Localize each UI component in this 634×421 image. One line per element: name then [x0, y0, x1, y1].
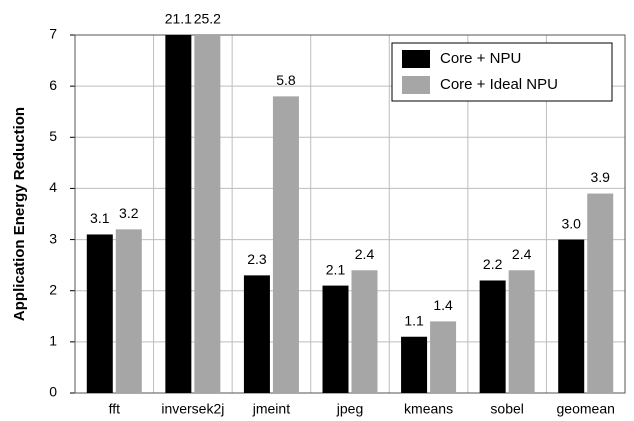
value-label: 2.4 — [512, 246, 532, 262]
bar — [508, 270, 535, 393]
x-tick-label: kmeans — [404, 401, 453, 417]
value-label: 3.9 — [590, 169, 610, 185]
bar — [479, 280, 506, 393]
x-tick-label: jmeint — [252, 401, 290, 417]
value-label: 3.0 — [561, 215, 581, 231]
value-label: 2.2 — [483, 256, 503, 272]
value-label: 2.4 — [355, 246, 375, 262]
y-tick-label: 6 — [49, 77, 57, 93]
value-label: 3.2 — [119, 205, 139, 221]
legend-swatch — [402, 50, 430, 68]
value-label: 5.8 — [276, 72, 296, 88]
bar — [165, 35, 192, 393]
value-label: 2.3 — [247, 251, 267, 267]
x-tick-label: inversek2j — [161, 401, 224, 417]
legend-label: Core + Ideal NPU — [440, 76, 558, 93]
y-tick-label: 3 — [49, 230, 57, 246]
bar — [272, 96, 299, 393]
bar — [86, 234, 113, 393]
y-tick-label: 0 — [49, 384, 57, 400]
x-tick-label: jpeg — [336, 401, 363, 417]
x-tick-label: fft — [109, 401, 121, 417]
y-tick-label: 2 — [49, 281, 57, 297]
y-axis-label: Application Energy Reduction — [11, 107, 28, 321]
value-label: 1.4 — [433, 297, 453, 313]
bar — [587, 193, 614, 393]
plot-frame — [74, 34, 626, 394]
x-tick-label: sobel — [490, 401, 523, 417]
value-label: 3.1 — [90, 210, 110, 226]
bar — [430, 321, 457, 393]
bar — [558, 239, 585, 393]
y-tick-label: 5 — [49, 128, 57, 144]
bar — [322, 285, 349, 393]
value-label: 2.1 — [326, 261, 346, 277]
y-tick-label: 1 — [49, 333, 57, 349]
y-tick-label: 7 — [49, 26, 57, 42]
value-label: 21.1 — [165, 11, 192, 27]
bar — [115, 229, 142, 393]
legend-label: Core + NPU — [440, 50, 521, 67]
y-tick-label: 4 — [49, 179, 57, 195]
bar — [401, 336, 428, 393]
x-tick-label: geomean — [557, 401, 615, 417]
legend-swatch — [402, 76, 430, 94]
bar — [351, 270, 378, 393]
value-label: 25.2 — [194, 11, 221, 27]
value-label: 1.1 — [404, 312, 424, 328]
bar — [243, 275, 270, 393]
bars — [86, 35, 614, 393]
bar — [194, 35, 221, 393]
